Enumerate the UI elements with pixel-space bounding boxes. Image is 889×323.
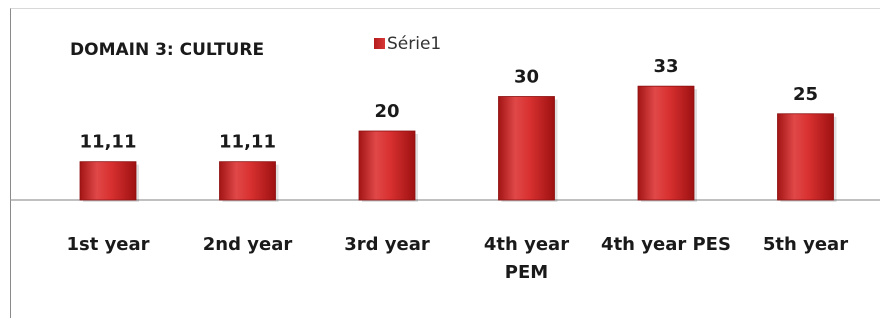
bars-group: [79, 85, 837, 202]
x-tick-label-line: 4th year: [484, 234, 569, 255]
chart-frame: [10, 8, 880, 318]
x-tick-label: 4th year PEM: [484, 234, 569, 283]
data-label: 33: [653, 56, 678, 77]
bar: [219, 161, 276, 201]
x-tick-label: 1st year: [66, 234, 149, 255]
data-label: 11,11: [80, 132, 137, 153]
x-tick-label-line: PEM: [505, 262, 548, 283]
legend-label: Série1: [387, 34, 441, 54]
bar: [79, 161, 137, 201]
bar: [637, 85, 695, 201]
bar: [358, 130, 416, 201]
x-tick-label: 4th year PES: [601, 234, 731, 255]
data-labels-group: 11,11 11,11 20 30 33 25: [80, 56, 819, 153]
bar: [498, 96, 555, 201]
x-tick-label-line: 2nd year: [203, 234, 293, 255]
legend: Série1: [374, 34, 441, 54]
data-label: 30: [514, 67, 539, 88]
x-tick-label: 5th year: [763, 234, 848, 255]
x-tick-label: 3rd year: [344, 234, 430, 255]
data-label: 25: [793, 84, 818, 105]
x-tick-label: 2nd year: [203, 234, 293, 255]
x-tick-label-line: 4th year PES: [601, 234, 731, 255]
data-label: 11,11: [219, 132, 276, 153]
x-tick-label-line: 1st year: [66, 234, 149, 255]
data-label: 20: [374, 101, 399, 122]
legend-swatch: [374, 38, 385, 49]
x-tick-label-line: 5th year: [763, 234, 848, 255]
chart-title: DOMAIN 3: CULTURE: [70, 40, 264, 60]
x-tick-label-line: 3rd year: [344, 234, 430, 255]
bar: [777, 113, 834, 201]
